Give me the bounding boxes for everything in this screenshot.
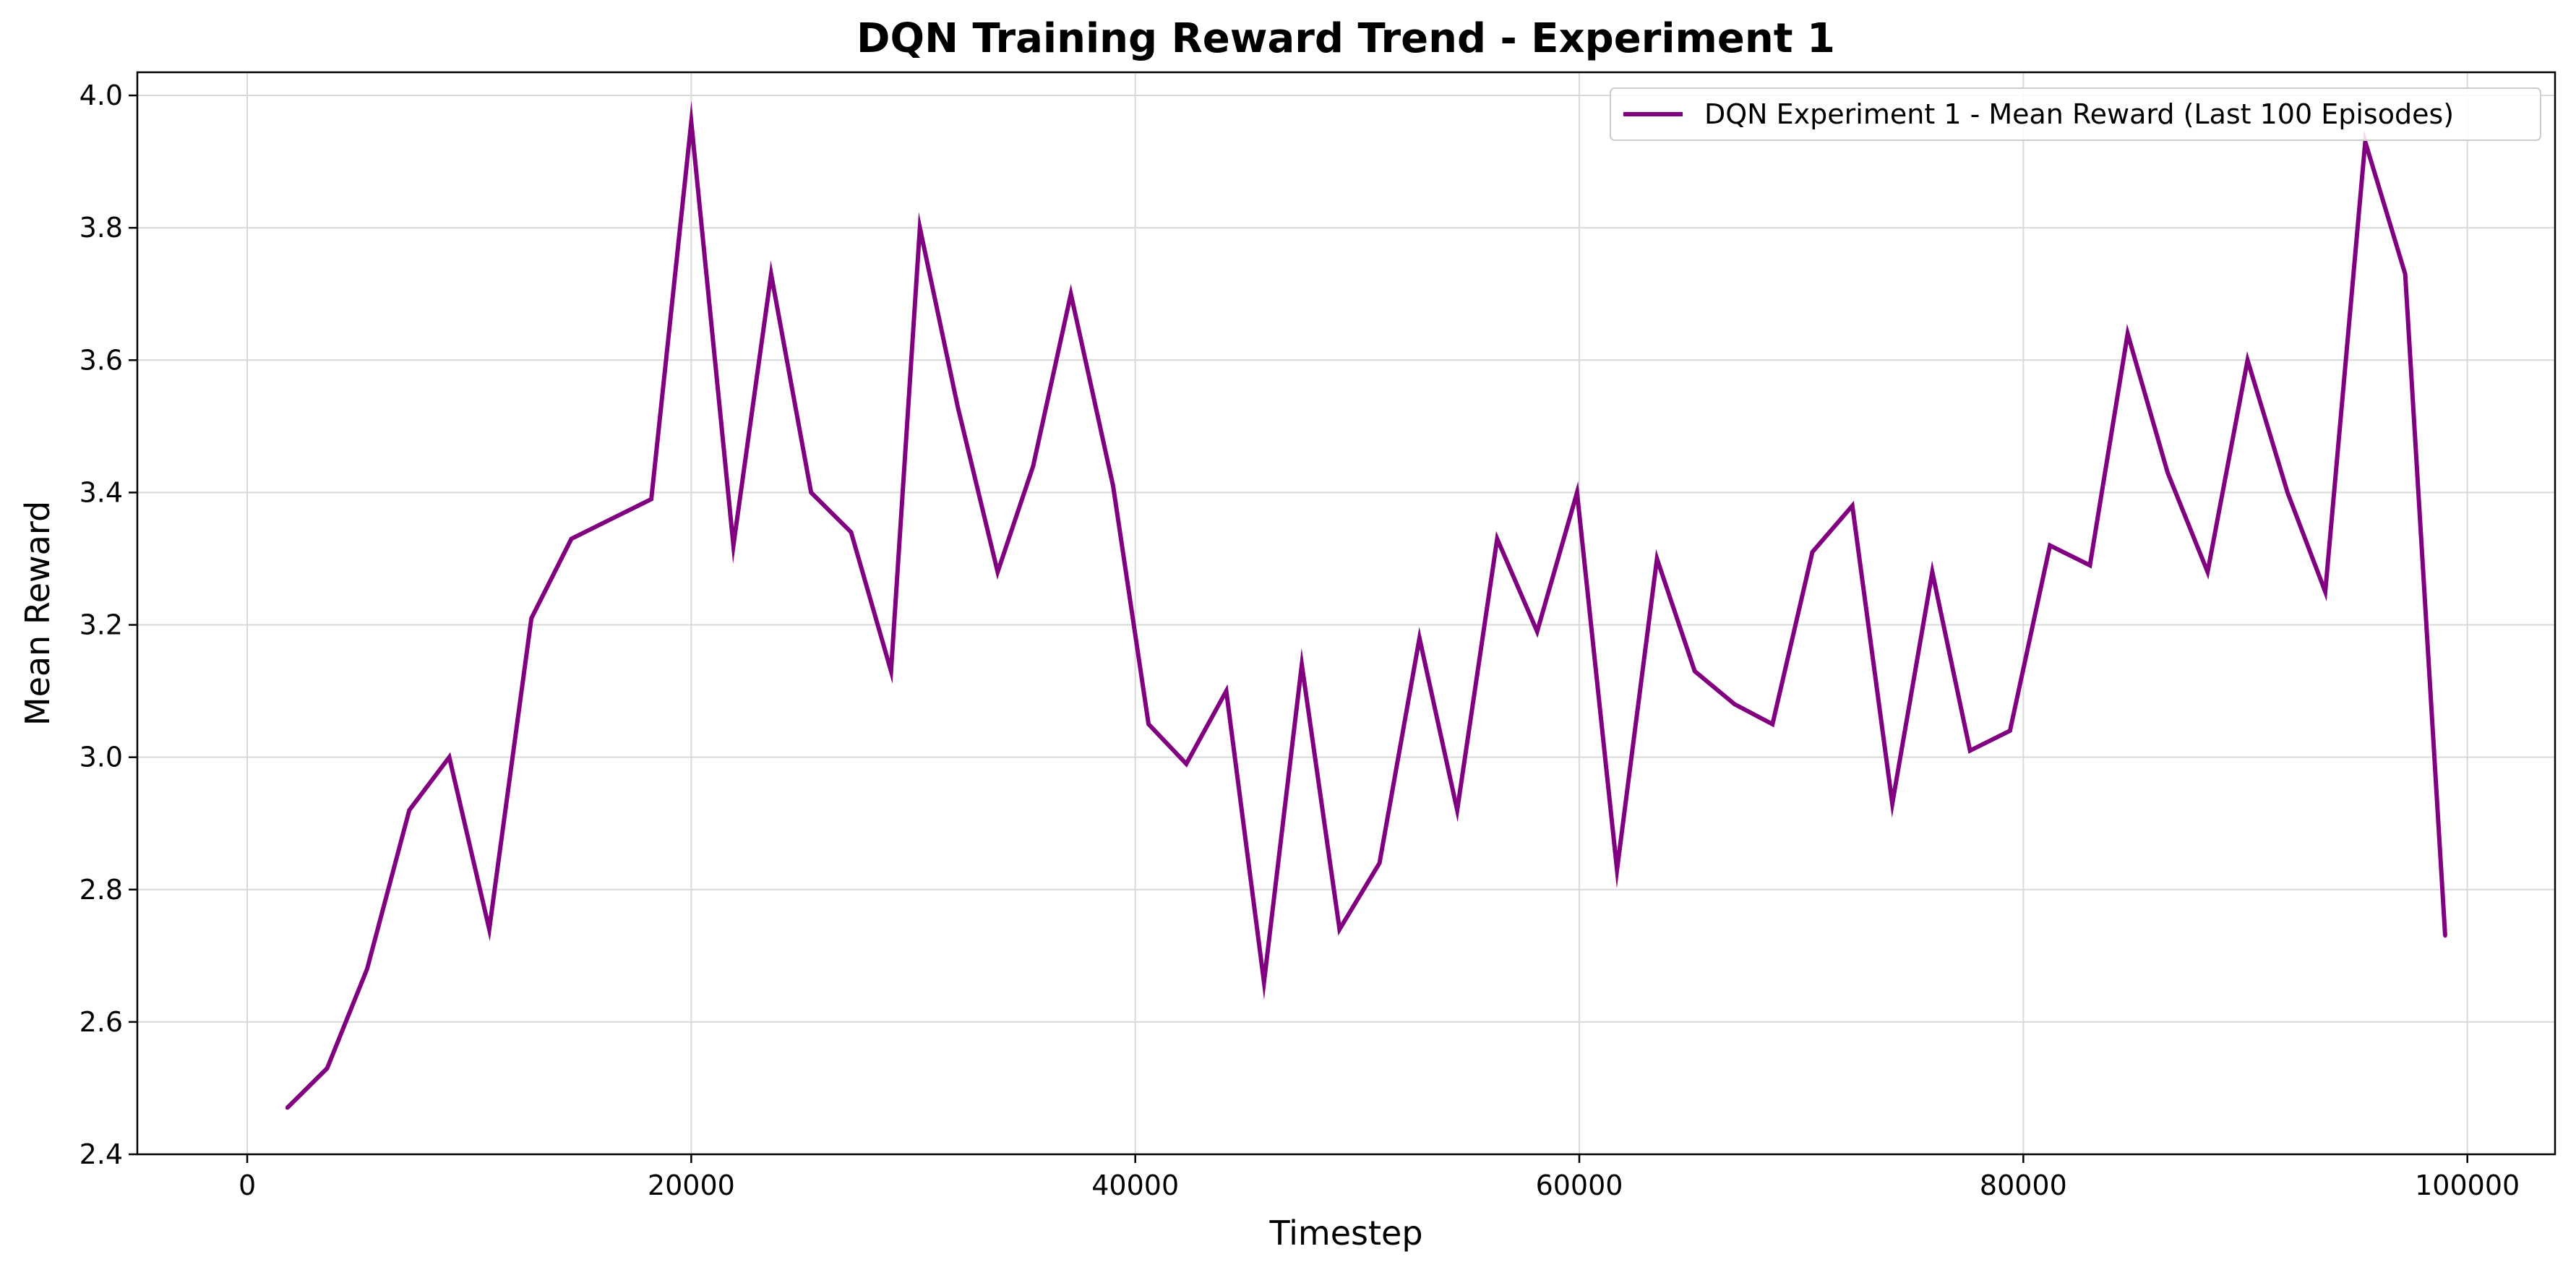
data-point (809, 490, 813, 494)
data-point (1378, 861, 1382, 865)
data-point (1224, 689, 1229, 693)
data-point (918, 226, 922, 230)
data-point (1930, 570, 1934, 574)
data-point (2285, 490, 2290, 494)
data-point (2008, 729, 2012, 733)
data-point (365, 967, 369, 971)
data-point (1455, 808, 1459, 812)
series-line (285, 100, 2447, 1110)
data-point (1069, 292, 1073, 296)
y-tick-label: 4.0 (80, 80, 123, 111)
data-point (529, 616, 533, 620)
series-layer (285, 100, 2447, 1110)
x-tick-label: 100000 (2415, 1169, 2520, 1201)
data-point (1184, 762, 1188, 766)
data-point (609, 517, 614, 521)
data-point (1770, 722, 1774, 726)
data-point (2126, 332, 2130, 336)
data-point (1890, 802, 1894, 806)
data-point (731, 544, 736, 548)
data-point (2165, 471, 2170, 475)
x-tick-label: 40000 (1091, 1169, 1179, 1201)
data-point (1535, 630, 1540, 634)
y-tick-label: 3.4 (80, 476, 123, 508)
data-point (2205, 570, 2210, 574)
legend-box (1610, 87, 2541, 141)
data-point (1693, 669, 1697, 674)
data-point (956, 404, 960, 408)
y-tick-label: 2.4 (80, 1138, 123, 1170)
y-tick-label: 3.6 (80, 344, 123, 376)
data-point (2048, 544, 2052, 548)
data-point (1337, 927, 1341, 932)
data-point (2403, 272, 2408, 276)
data-point (1575, 490, 1579, 494)
data-point (1850, 504, 1855, 508)
data-point (1146, 722, 1151, 726)
data-point (649, 497, 653, 502)
y-tick-label: 2.8 (80, 874, 123, 906)
x-tick-label: 60000 (1536, 1169, 1623, 1201)
data-point (1262, 980, 1266, 984)
data-point (1968, 749, 1972, 752)
plot-area-frame (136, 71, 2556, 1156)
y-tick-label: 3.0 (80, 742, 123, 773)
axes: 0 20000 40000 60000 80000 100000 2.4 2.6 2.8 3.0 3… (80, 80, 2520, 1201)
data-point (1495, 537, 1499, 541)
data-point (2323, 590, 2327, 594)
data-point (849, 530, 853, 534)
data-point (889, 669, 893, 674)
data-point (1111, 484, 1115, 488)
data-point (325, 1066, 330, 1070)
y-axis-label: Mean Reward (18, 501, 57, 726)
data-point (2443, 934, 2447, 938)
chart-title: DQN Training Reward Trend - Experiment 1 (856, 15, 1835, 62)
data-point (1733, 702, 1737, 706)
data-point (570, 537, 573, 541)
grid (137, 72, 2555, 1155)
legend-label: DQN Experiment 1 - Mean Reward (Last 100… (1704, 98, 2454, 130)
y-tick-label: 2.6 (80, 1006, 123, 1038)
data-point (447, 755, 452, 760)
data-point (1811, 550, 1814, 554)
x-tick-label: 20000 (648, 1169, 735, 1201)
data-point (1300, 663, 1304, 666)
x-tick-label: 0 (239, 1169, 256, 1201)
data-point (2088, 563, 2092, 567)
x-tick-label: 80000 (1980, 1169, 2067, 1201)
data-point (285, 1106, 289, 1110)
data-point (1615, 867, 1619, 872)
data-point (1655, 557, 1659, 561)
data-point (769, 272, 773, 276)
data-point (487, 927, 491, 932)
data-point (1417, 636, 1422, 640)
data-point (689, 120, 693, 124)
data-point (2246, 358, 2250, 362)
y-tick-label: 3.8 (80, 212, 123, 244)
legend: DQN Experiment 1 - Mean Reward (Last 100… (1610, 87, 2541, 141)
data-point (1031, 464, 1035, 468)
y-tick-label: 3.2 (80, 609, 123, 641)
x-axis-label: Timestep (1268, 1214, 1422, 1253)
data-point (407, 808, 411, 812)
data-point (995, 570, 1000, 574)
